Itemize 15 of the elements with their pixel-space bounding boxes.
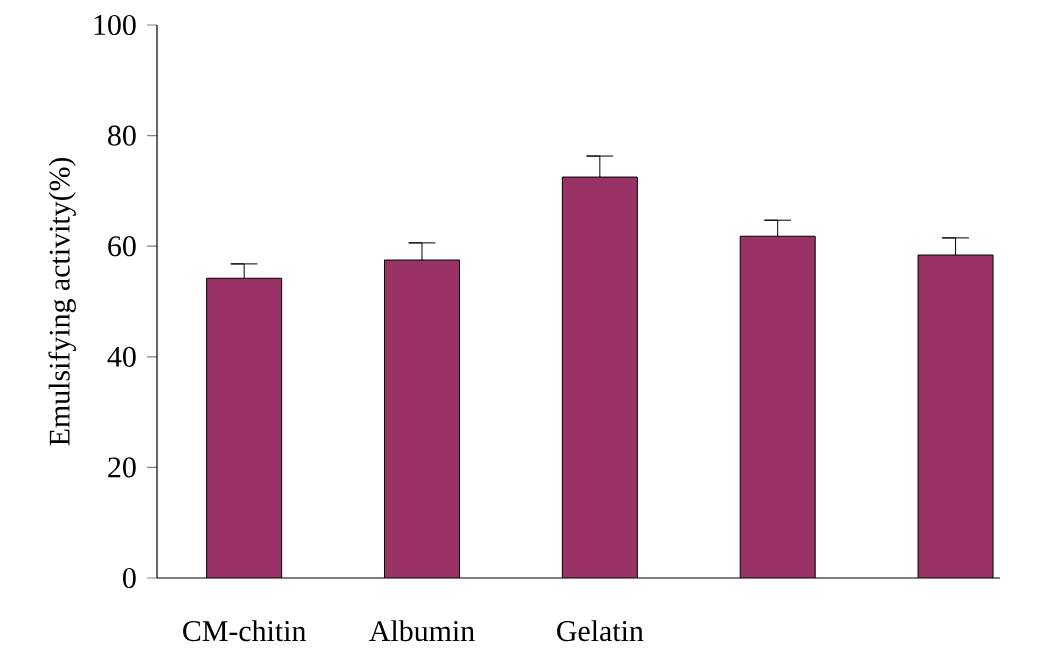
y-tick-label: 100	[94, 14, 136, 36]
x-tick-label: Albumin	[369, 620, 475, 642]
y-tick-label: 20	[108, 457, 136, 478]
bar	[562, 177, 638, 578]
bar	[206, 278, 282, 578]
y-axis-title: Emulsifying activity(%)	[48, 157, 76, 446]
y-tick-label: 40	[107, 346, 136, 367]
bar	[384, 260, 460, 578]
x-tick-label: CM-chitin	[183, 620, 306, 642]
y-tick-label: 0	[123, 567, 136, 589]
bar	[740, 236, 816, 578]
y-tick-label: 80	[108, 125, 136, 146]
x-tick-label: Gelatin	[557, 620, 644, 642]
y-tick-label: 60	[108, 236, 136, 257]
bar	[917, 254, 994, 578]
